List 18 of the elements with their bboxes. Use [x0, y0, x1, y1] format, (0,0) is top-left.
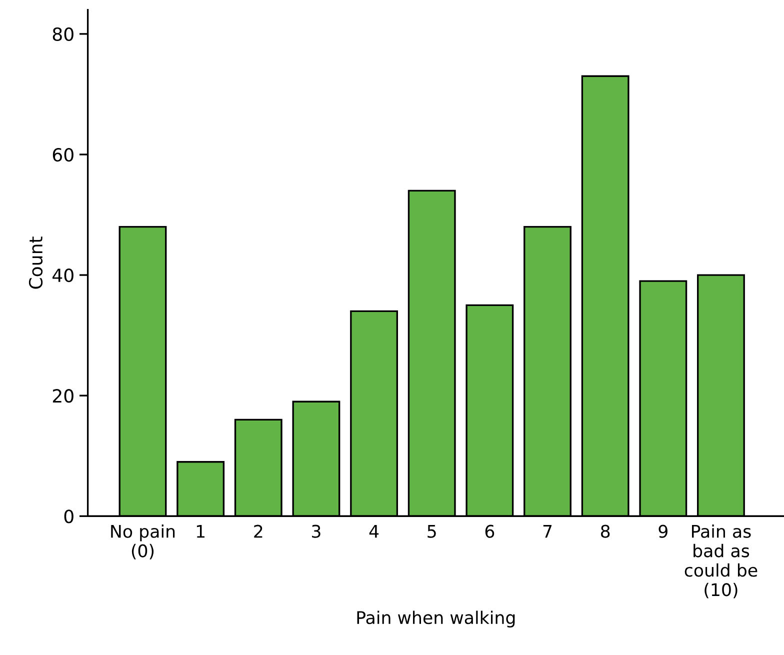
x-tick-label: 2 [254, 524, 262, 538]
y-tick-label: 80 [52, 27, 74, 42]
y-tick-label: 60 [52, 148, 74, 162]
x-tick-label: 6 [485, 524, 494, 538]
x-tick-label: 3 [312, 524, 320, 538]
x-tick-label: 4 [369, 525, 379, 538]
y-tick-label: 40 [52, 268, 74, 282]
x-tick-label: 8 [600, 524, 610, 538]
y-axis-title: Count [28, 236, 43, 289]
x-tick-label: 5 [428, 525, 436, 538]
x-tick-label: 9 [658, 524, 668, 538]
y-tick-label: 20 [52, 389, 74, 403]
x-axis-title: Pain when walking [357, 610, 515, 628]
y-tick-label: 0 [64, 510, 74, 524]
x-tick-label: 1 [196, 525, 204, 538]
x-tick-label: 7 [543, 525, 552, 538]
x-tick-label: No pain (0) [111, 524, 175, 560]
x-tick-label: Pain as bad as could be (10) [684, 524, 758, 598]
